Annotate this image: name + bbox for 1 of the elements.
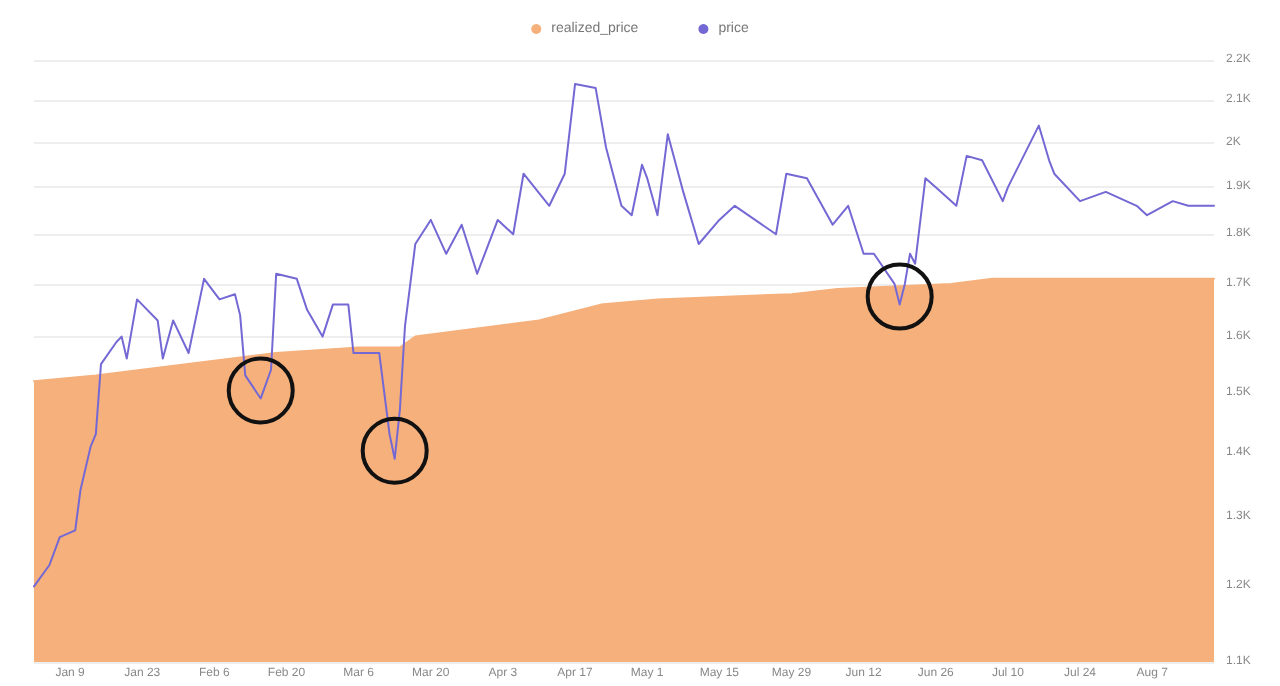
- line-series: [33, 83, 1215, 588]
